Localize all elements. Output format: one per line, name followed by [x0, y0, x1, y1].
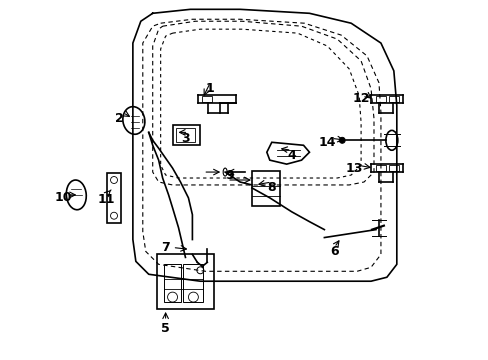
Text: 14: 14 [318, 136, 335, 149]
Ellipse shape [339, 137, 345, 143]
Polygon shape [266, 142, 309, 164]
Bar [175, 129, 195, 142]
Text: 13: 13 [345, 162, 362, 175]
Ellipse shape [385, 130, 397, 150]
Text: 8: 8 [267, 181, 276, 194]
Text: 11: 11 [97, 193, 115, 206]
Text: 12: 12 [352, 92, 369, 105]
Bar [375, 165, 385, 171]
Bar [388, 96, 398, 102]
Text: 4: 4 [286, 149, 295, 162]
Ellipse shape [66, 180, 86, 210]
Text: 7: 7 [161, 241, 170, 254]
Text: 6: 6 [329, 245, 338, 258]
Bar [375, 96, 385, 102]
Bar [202, 96, 212, 102]
Text: 9: 9 [225, 168, 234, 181]
Text: 5: 5 [161, 322, 170, 336]
Bar [107, 173, 121, 223]
Bar [156, 255, 214, 309]
Bar [388, 165, 398, 171]
Ellipse shape [122, 107, 144, 134]
Bar [172, 125, 200, 145]
Text: 3: 3 [181, 132, 189, 145]
Text: 1: 1 [205, 82, 214, 95]
Text: 10: 10 [55, 192, 72, 204]
Bar [163, 264, 181, 302]
Text: 2: 2 [114, 112, 123, 125]
Bar [251, 171, 279, 206]
Bar [183, 264, 203, 302]
